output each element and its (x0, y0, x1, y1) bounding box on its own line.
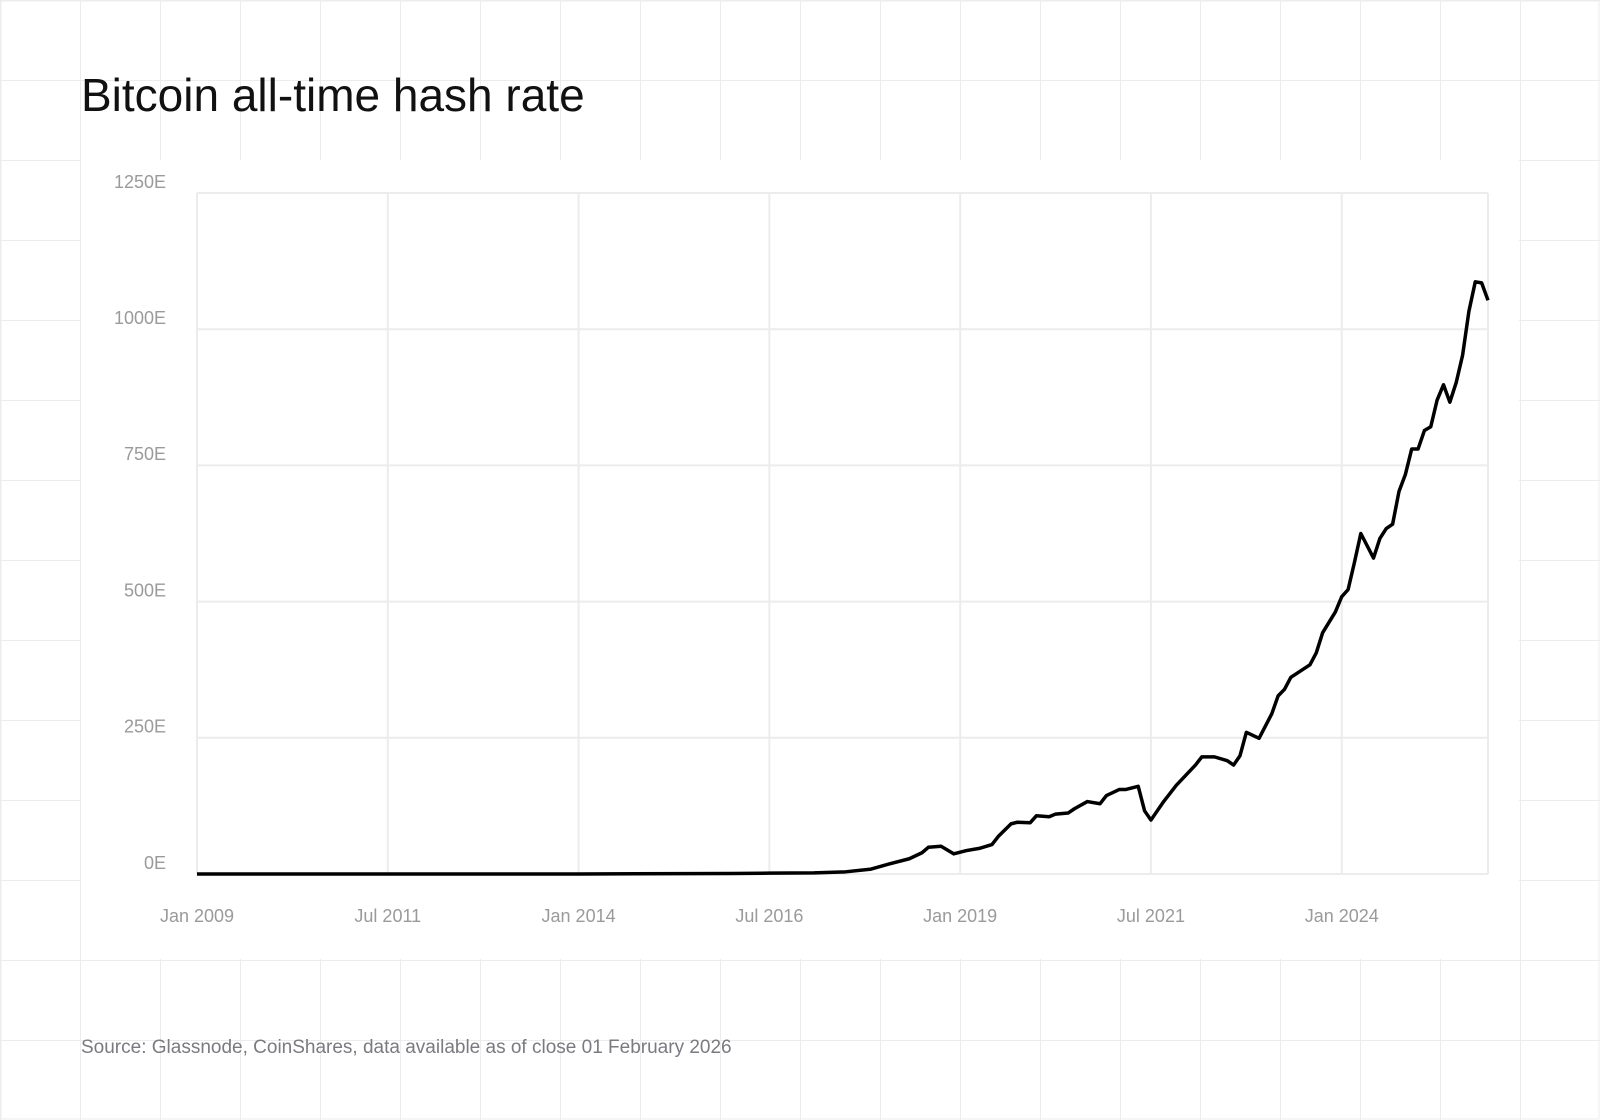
x-tick-label: Jan 2009 (160, 906, 234, 926)
data-line (197, 280, 1490, 876)
y-tick-label: 0E (144, 853, 166, 873)
y-tick-label: 1250E (114, 172, 166, 192)
x-tick-label: Jan 2024 (1305, 906, 1379, 926)
x-tick-label: Jul 2021 (1117, 906, 1185, 926)
y-tick-label: 500E (124, 580, 166, 600)
x-tick-label: Jul 2016 (735, 906, 803, 926)
y-tick-label: 1000E (114, 308, 166, 328)
y-tick-label: 750E (124, 444, 166, 464)
source-note: Source: Glassnode, CoinShares, data avai… (81, 1037, 732, 1058)
chart-title: Bitcoin all-time hash rate (81, 69, 585, 121)
x-tick-label: Jan 2019 (923, 906, 997, 926)
y-tick-label: 250E (124, 717, 166, 737)
x-tick-label: Jan 2014 (542, 906, 616, 926)
x-tick-label: Jul 2011 (354, 906, 421, 926)
chart-card (81, 160, 1519, 959)
